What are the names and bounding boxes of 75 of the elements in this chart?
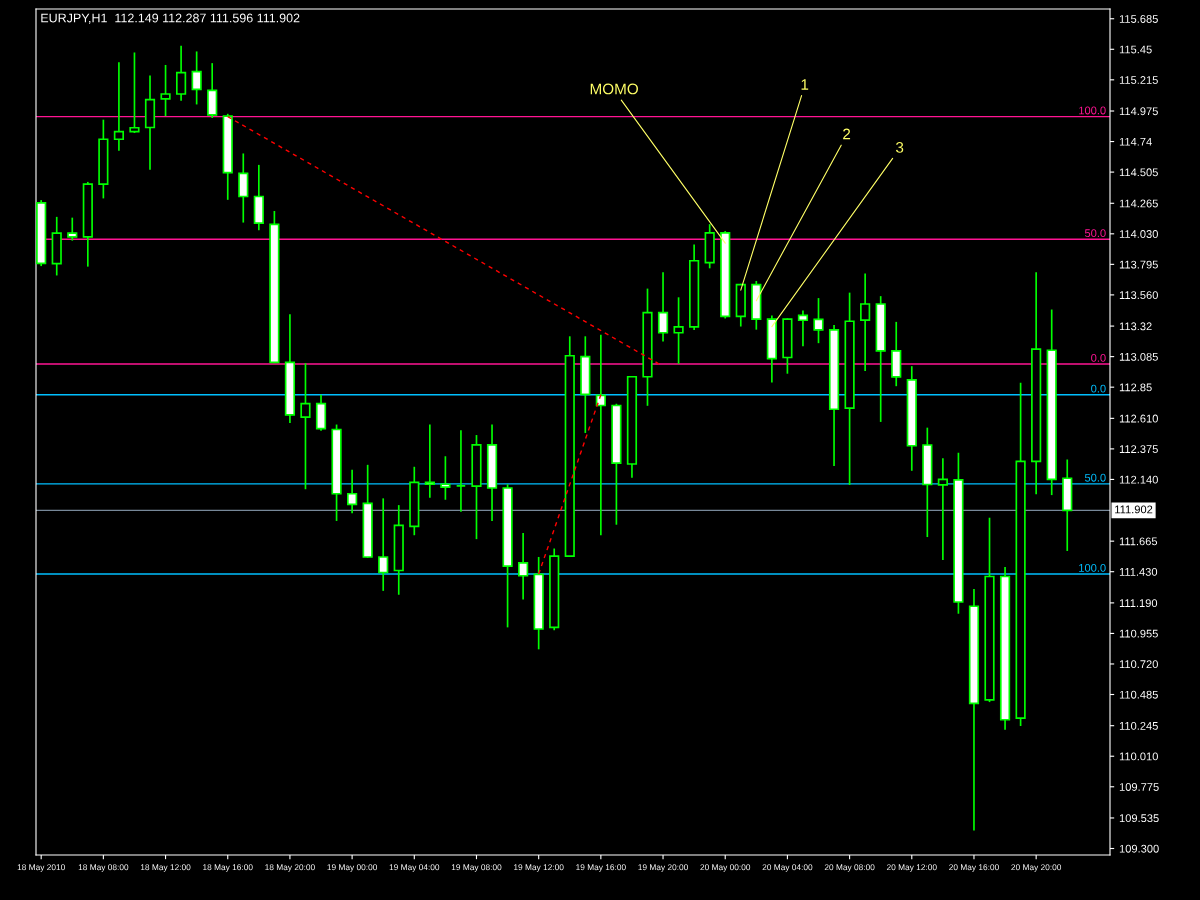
y-tick-label: 110.955 xyxy=(1119,629,1158,638)
candlestick xyxy=(813,298,824,344)
y-tick-label: 110.010 xyxy=(1119,752,1158,761)
y-tick-label: 114.505 xyxy=(1119,168,1158,177)
annotation: 3 xyxy=(895,141,904,153)
ref-line-label: 111.902 xyxy=(1115,505,1153,514)
candlestick xyxy=(440,456,451,500)
candlestick xyxy=(937,458,948,561)
annotation: 0.0 xyxy=(1091,384,1106,393)
y-tick-label: 114.975 xyxy=(1119,107,1158,116)
y-tick-label: 110.485 xyxy=(1119,690,1158,699)
y-tick-label: 111.665 xyxy=(1119,537,1158,546)
candlestick xyxy=(424,424,435,498)
candlestick xyxy=(160,64,171,117)
y-tick-label: 111.430 xyxy=(1119,567,1158,576)
candlestick xyxy=(129,52,140,134)
x-tick-label: 20 May 04:00 xyxy=(762,864,813,872)
y-tick-label: 111.190 xyxy=(1119,599,1158,608)
y-tick-label: 115.45 xyxy=(1119,45,1152,54)
candlestick xyxy=(347,469,358,514)
x-tick-label: 19 May 04:00 xyxy=(389,864,440,872)
y-tick-label: 109.775 xyxy=(1119,783,1159,791)
y-tick-label: 112.375 xyxy=(1119,445,1158,454)
y-tick-label: 113.085 xyxy=(1119,352,1158,361)
x-tick-label: 19 May 16:00 xyxy=(576,864,626,872)
x-tick-label: 19 May 00:00 xyxy=(327,864,378,872)
candlestick xyxy=(797,310,809,347)
candlestick xyxy=(113,62,125,151)
y-tick-label: 114.74 xyxy=(1119,137,1152,146)
candlestick xyxy=(378,498,389,591)
annotation: MOMO xyxy=(590,83,638,95)
x-tick-label: 20 May 20:00 xyxy=(1011,864,1062,872)
y-tick-label: 114.030 xyxy=(1119,230,1158,238)
y-tick-label: 114.265 xyxy=(1119,199,1158,208)
y-tick-label: 112.610 xyxy=(1119,414,1158,423)
y-tick-label: 112.140 xyxy=(1119,475,1158,484)
x-tick-label: 19 May 08:00 xyxy=(451,864,502,872)
x-tick-label: 19 May 12:00 xyxy=(514,864,564,872)
annotation: 100.0 xyxy=(1079,106,1106,115)
annotation: 1 xyxy=(801,79,809,90)
candlestick xyxy=(673,297,684,364)
x-tick-label: 19 May 20:00 xyxy=(638,864,688,872)
y-tick-label: 110.245 xyxy=(1119,721,1158,730)
y-tick-label: 112.85 xyxy=(1119,383,1152,392)
x-tick-label: 18 May 12:00 xyxy=(140,864,191,872)
y-tick-label: 115.215 xyxy=(1119,76,1158,84)
candlestick xyxy=(300,363,311,490)
y-tick-label: 109.535 xyxy=(1119,814,1159,823)
x-tick-label: 20 May 08:00 xyxy=(824,864,875,872)
y-tick-label: 110.720 xyxy=(1119,660,1158,669)
x-tick-label: 18 May 20:00 xyxy=(265,864,315,872)
x-tick-label: 20 May 16:00 xyxy=(949,864,999,872)
candlestick xyxy=(238,153,249,223)
annotation: 0.0 xyxy=(1091,353,1106,362)
candlestick xyxy=(67,217,78,241)
x-tick-label: 20 May 12:00 xyxy=(886,864,937,872)
x-tick-label: 18 May 2010 xyxy=(17,864,65,872)
candlestick xyxy=(191,51,202,105)
y-tick-label: 115.685 xyxy=(1119,15,1158,23)
x-tick-label: 20 May 00:00 xyxy=(700,864,751,872)
y-tick-label: 113.560 xyxy=(1119,291,1158,300)
annotation: 50.0 xyxy=(1084,229,1106,238)
annotation: 50.0 xyxy=(1084,473,1106,482)
x-tick-label: 18 May 16:00 xyxy=(203,864,253,872)
candlestick xyxy=(518,532,529,600)
annotation: 100.0 xyxy=(1079,563,1106,572)
y-tick-label: 109.300 xyxy=(1119,844,1159,853)
candlestick xyxy=(860,273,871,371)
x-tick-label: 18 May 08:00 xyxy=(78,864,129,872)
candlestick xyxy=(175,45,187,101)
candlestick xyxy=(657,272,669,342)
chart-title: EURJPY,H1 112.149 112.287 111.596 111.902 xyxy=(41,13,300,24)
annotation: 2 xyxy=(843,128,851,140)
y-tick-label: 113.32 xyxy=(1119,322,1152,331)
y-tick-label: 113.795 xyxy=(1119,260,1158,269)
